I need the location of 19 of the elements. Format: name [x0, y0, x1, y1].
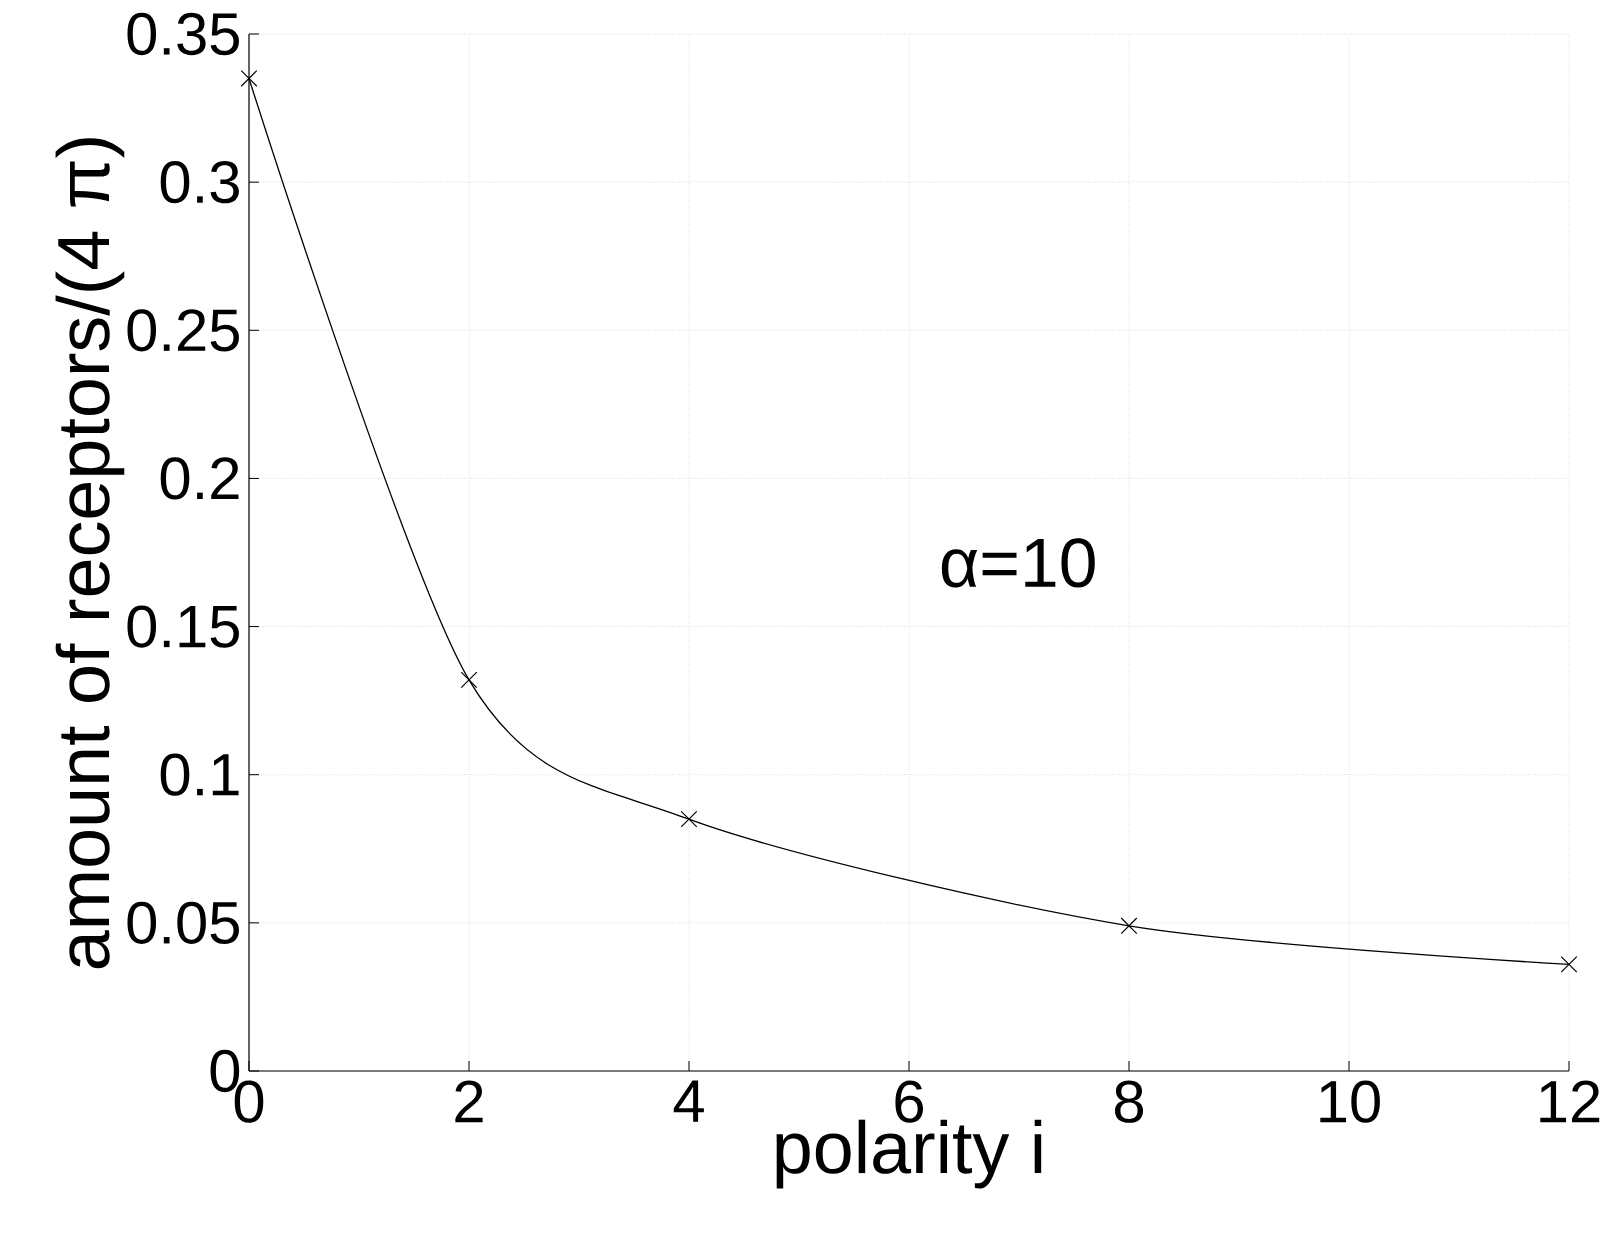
- y-tick-label: 0.2: [160, 457, 239, 500]
- point: [240, 70, 258, 87]
- annotation: α=10: [941, 538, 1095, 588]
- y-tick-label: 0.35: [127, 12, 239, 56]
- x-tick-label: 10: [1320, 1080, 1380, 1123]
- y-tick-label: 0.1: [160, 753, 239, 796]
- y-tick-label: 0.05: [127, 901, 239, 945]
- y-axis-title: amount of receptors/(4 π): [55, 138, 125, 969]
- x-tick-label: 12: [1540, 1080, 1600, 1123]
- y-tick-label: 0.15: [127, 605, 239, 648]
- point: [460, 671, 478, 689]
- x-tick-label: 4: [673, 1080, 704, 1122]
- y-tick-label: 0.25: [127, 309, 239, 352]
- point: [1560, 955, 1578, 973]
- x-tick-label: 8: [1114, 1080, 1144, 1123]
- point: [680, 810, 698, 828]
- point: [1120, 917, 1138, 935]
- y-tick-label: 0.3: [160, 160, 239, 204]
- x-tick-label: 2: [455, 1080, 483, 1123]
